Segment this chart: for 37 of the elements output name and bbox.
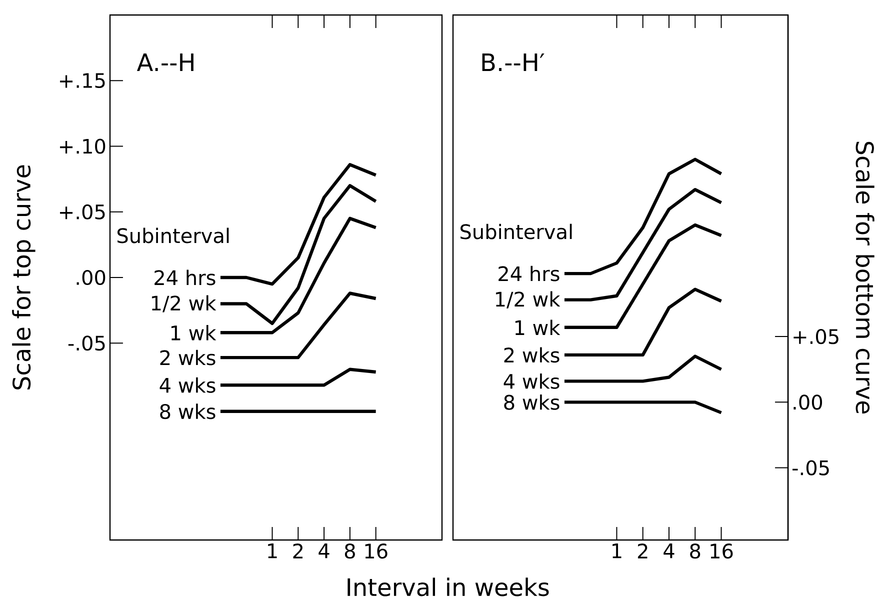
y2-axis-title: Scale for bottom curve [856,142,874,414]
y-tick-label: +.10 [60,138,106,154]
x-tick-label: 8 [344,544,355,559]
x-tick-label: 4 [664,544,674,558]
x-tick-label: 1 [268,544,277,558]
x-tick-label: 16 [710,544,733,559]
text: A.--H [136,54,194,71]
series-label: 1 wk [171,325,216,340]
series-label: 4 wks [160,377,216,393]
x-axis-title: Interval in weeks [348,578,549,596]
legend-title: Subinterval [117,228,229,244]
x-tick-label: 1 [612,544,622,558]
series-label: 2 wks [504,347,560,363]
series-label: 4 wks [504,373,560,389]
x-tick-label: 16 [365,544,388,559]
x-tick-label: 4 [318,544,330,558]
y2-tick-label: +.05 [794,329,838,344]
series-label: 2 wks [160,350,216,366]
series-label: 1 wk [515,320,560,335]
y-tick-label: +.15 [60,73,105,88]
legend-title: Subinterval [460,224,572,240]
series-label: 1/2 wk [496,291,560,308]
text: B.--H′ [482,54,544,71]
series-label: 8 wks [160,404,216,420]
y-tick-label: -.05 [68,336,105,351]
series-label: 8 wks [504,394,560,410]
legend-label: 24 hrs [154,270,216,286]
y2-tick-label: .00 [794,394,822,410]
y-axis-title: Scale for top curve [12,165,36,390]
x-tick-label: 2 [638,544,648,558]
y-tick-label: .00 [76,270,106,286]
y2-tick-label: -.05 [792,460,829,476]
x-tick-label: 2 [293,544,303,558]
x-tick-label: 8 [690,544,700,559]
series-label: 24 hrs [498,266,560,282]
series-label: 1/2 wk [152,295,216,312]
y-tick-label: +.05 [60,204,105,220]
